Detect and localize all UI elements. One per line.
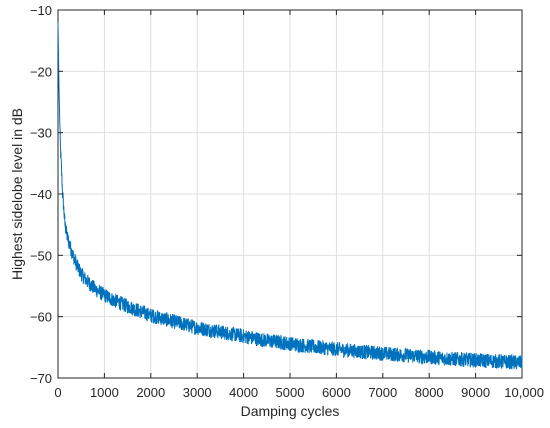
- x-tick-label: 9000: [461, 385, 490, 400]
- x-tick-label: 6000: [322, 385, 351, 400]
- y-tick-label: −50: [30, 248, 52, 263]
- x-axis-label: Damping cycles: [241, 403, 340, 419]
- series-line: [57, 22, 523, 370]
- x-tick-label: 10,000: [504, 385, 544, 400]
- y-tick-label: −60: [30, 310, 52, 325]
- x-tick-label: 4000: [229, 385, 258, 400]
- y-tick-label: −70: [30, 371, 52, 386]
- x-tick-label: 2000: [136, 385, 165, 400]
- x-tick-labels: 0 1000 2000 3000 4000 5000 6000 7000 8000 9000 10,…: [54, 385, 544, 400]
- grid: [58, 10, 522, 378]
- x-tick-label: 7000: [368, 385, 397, 400]
- y-tick-labels: −70 −60 −50 −40 −30 −20 −10: [30, 3, 52, 386]
- ticks: [57, 9, 523, 379]
- y-tick-label: −20: [30, 64, 52, 79]
- y-axis-label: Highest sidelobe level in dB: [9, 108, 25, 280]
- x-tick-label: 8000: [415, 385, 444, 400]
- x-tick-label: 3000: [183, 385, 212, 400]
- x-tick-label: 5000: [276, 385, 305, 400]
- x-tick-label: 0: [54, 385, 61, 400]
- y-tick-label: −10: [30, 3, 52, 18]
- x-tick-label: 1000: [90, 385, 119, 400]
- y-tick-label: −30: [30, 126, 52, 141]
- y-tick-label: −40: [30, 187, 52, 202]
